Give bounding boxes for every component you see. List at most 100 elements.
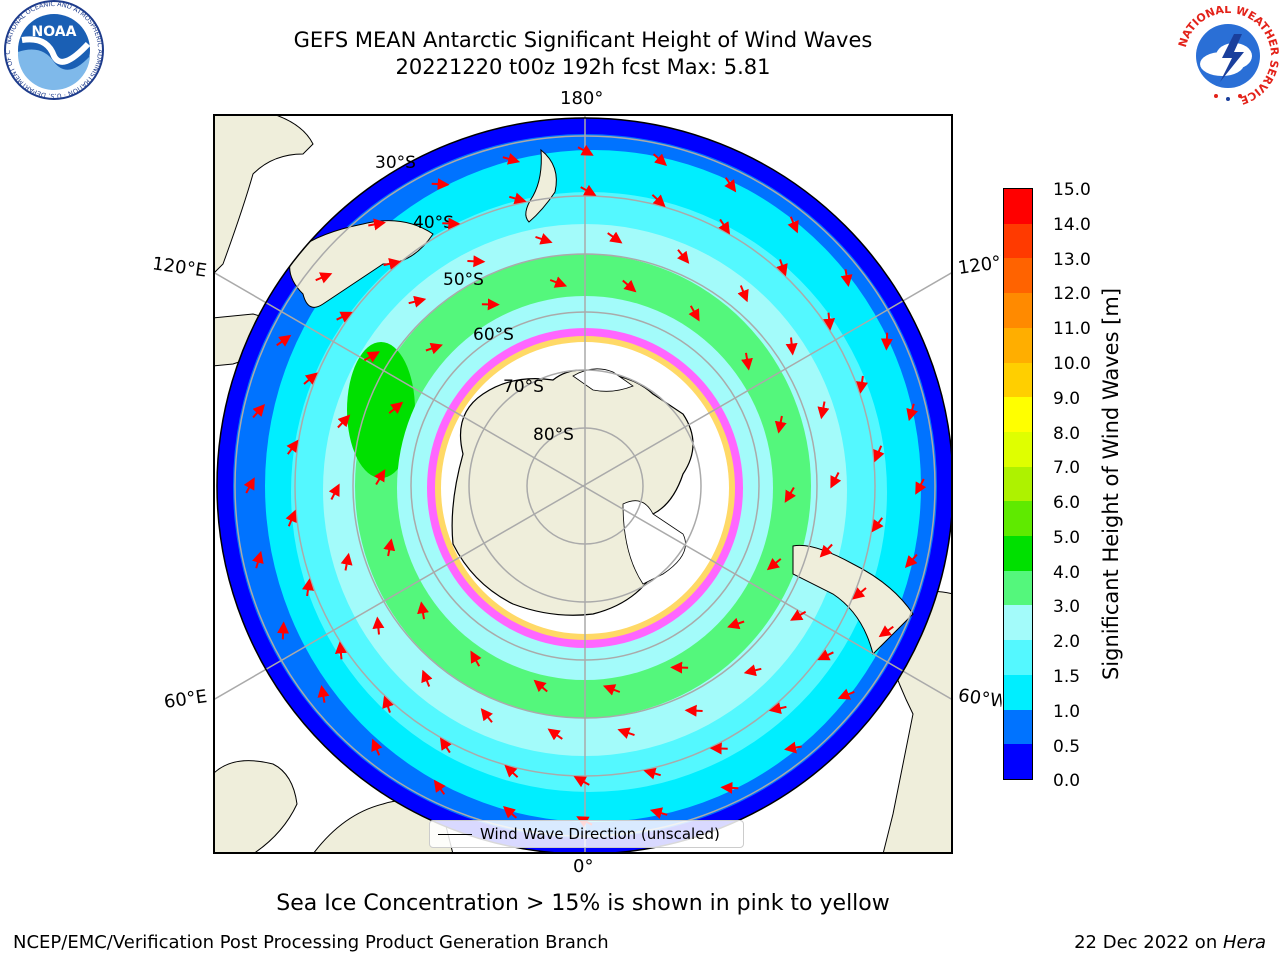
wind-wave-arrow	[337, 414, 351, 429]
wind-wave-arrow	[535, 233, 553, 245]
wind-wave-arrow	[509, 192, 527, 205]
lat-label: 30°S	[375, 153, 416, 173]
colorbar	[1003, 188, 1033, 780]
wind-wave-arrow	[580, 184, 597, 196]
wind-wave-arrow	[852, 587, 867, 600]
wind-wave-arrow	[817, 649, 834, 661]
colorbar-tick-label: 0.5	[1053, 737, 1081, 757]
wind-wave-arrow	[408, 295, 427, 308]
wind-wave-arrow	[819, 543, 833, 558]
wind-wave-arrow	[549, 276, 568, 288]
colorbar-tick-label: 12.0	[1053, 284, 1091, 304]
wind-wave-arrow	[547, 728, 563, 741]
colorbar-title: Significant Height of Wind Waves [m]	[1099, 287, 1123, 681]
colorbar-tick-label: 14.0	[1053, 215, 1091, 235]
lat-label: 70°S	[503, 377, 544, 397]
wind-wave-arrow	[480, 708, 493, 723]
wind-wave-arrow	[784, 486, 796, 503]
lon-label-upper-left: 120°E	[150, 253, 208, 282]
map-title: GEFS MEAN Antarctic Significant Height o…	[293, 28, 873, 52]
wind-wave-arrow	[504, 764, 519, 778]
wind-wave-arrow	[784, 741, 802, 754]
colorbar-bin	[1004, 570, 1032, 606]
wind-wave-arrow	[252, 550, 264, 569]
wind-wave-arrow	[431, 178, 450, 191]
wind-wave-arrow	[856, 375, 868, 394]
wind-wave-arrow	[573, 776, 590, 788]
wind-wave-arrow	[768, 702, 787, 715]
wind-wave-arrow	[372, 616, 385, 635]
wind-wave-arrow	[368, 218, 386, 231]
colorbar-bin	[1004, 466, 1032, 502]
lat-label: 50°S	[443, 270, 484, 290]
wind-wave-arrow	[790, 609, 807, 621]
colorbar-tick-label: 10.0	[1053, 354, 1091, 374]
wind-wave-arrow	[303, 372, 318, 385]
wind-wave-arrow	[433, 779, 446, 795]
lon-label-lower-right: 60°W	[956, 686, 1004, 712]
wind-wave-arrow	[649, 807, 668, 819]
lat-label: 40°S	[413, 213, 454, 233]
wind-wave-arrow	[741, 352, 753, 371]
wind-wave-arrow	[336, 311, 353, 323]
wind-wave-arrow	[720, 781, 739, 794]
colorbar-bin	[1004, 293, 1032, 328]
colorbar-tick-label: 8.0	[1053, 424, 1081, 444]
wind-wave-arrow	[878, 625, 894, 638]
lon-label-lower-left: 60°E	[162, 686, 209, 713]
lat-label: 80°S	[533, 425, 574, 445]
run-date-credit: 22 Dec 2022 on Hera	[1074, 932, 1266, 954]
lat-label: 60°S	[473, 325, 514, 345]
wind-wave-arrow	[622, 279, 637, 293]
wind-wave-arrow	[785, 337, 798, 356]
wave-height-field	[217, 118, 951, 852]
wind-wave-arrow	[737, 285, 749, 303]
wind-wave-arrow	[823, 312, 836, 331]
colorbar-bin	[1004, 605, 1032, 641]
wind-wave-arrow	[617, 727, 635, 739]
map-boundary	[216, 117, 951, 852]
wind-wave-arrow	[774, 415, 787, 434]
colorbar-tick-label: 5.0	[1053, 528, 1081, 548]
colorbar-tick-label: 9.0	[1053, 389, 1081, 409]
wind-wave-arrow	[727, 617, 745, 630]
wind-wave-arrow	[873, 445, 885, 463]
wind-wave-arrow	[442, 217, 461, 230]
wind-wave-arrow	[277, 621, 290, 640]
colorbar-bin	[1004, 431, 1032, 467]
nws-logo: NATIONAL WEATHER SERVICE	[1176, 3, 1280, 107]
wind-wave-arrow	[533, 679, 548, 693]
wind-wave-arrow	[334, 641, 347, 660]
wind-wave-arrow	[285, 509, 297, 527]
wind-wave-arrow	[317, 685, 330, 703]
wind-wave-arrow	[602, 684, 621, 696]
machine-name: Hera	[1222, 932, 1266, 953]
wind-wave-arrow	[503, 805, 518, 819]
wind-wave-arrow	[787, 216, 799, 234]
wind-wave-arrow	[425, 342, 443, 355]
wind-wave-arrow	[718, 218, 730, 235]
wind-wave-arrow	[382, 695, 394, 713]
colorbar-tick-label: 3.0	[1053, 597, 1081, 617]
sea-ice-note: Sea Ice Concentration > 15% is shown in …	[276, 891, 890, 916]
colorbar-tick-label: 1.0	[1053, 702, 1081, 722]
wind-wave-arrow	[651, 194, 666, 208]
map-legend: Wind Wave Direction (unscaled)	[429, 820, 744, 848]
colorbar-bin	[1004, 189, 1032, 224]
wind-wave-arrow	[577, 144, 594, 156]
wind-wave-arrow	[743, 664, 762, 677]
wind-wave-arrow	[837, 688, 855, 700]
wind-wave-arrow	[677, 249, 690, 264]
noaa-wordmark: NOAA	[32, 24, 77, 40]
colorbar-tick-label: 13.0	[1053, 250, 1091, 270]
colorbar-bin	[1004, 640, 1032, 675]
wind-wave-arrow	[776, 259, 788, 277]
colorbar-tick-label: 6.0	[1053, 493, 1081, 513]
wind-wave-arrow	[688, 305, 700, 322]
legend-label: Wind Wave Direction (unscaled)	[480, 825, 720, 843]
wind-wave-arrow	[340, 552, 353, 571]
colorbar-bin	[1004, 744, 1032, 779]
colorbar-bin	[1004, 362, 1032, 398]
colorbar-tick-label: 11.0	[1053, 319, 1091, 339]
colorbar-bin	[1004, 674, 1032, 710]
